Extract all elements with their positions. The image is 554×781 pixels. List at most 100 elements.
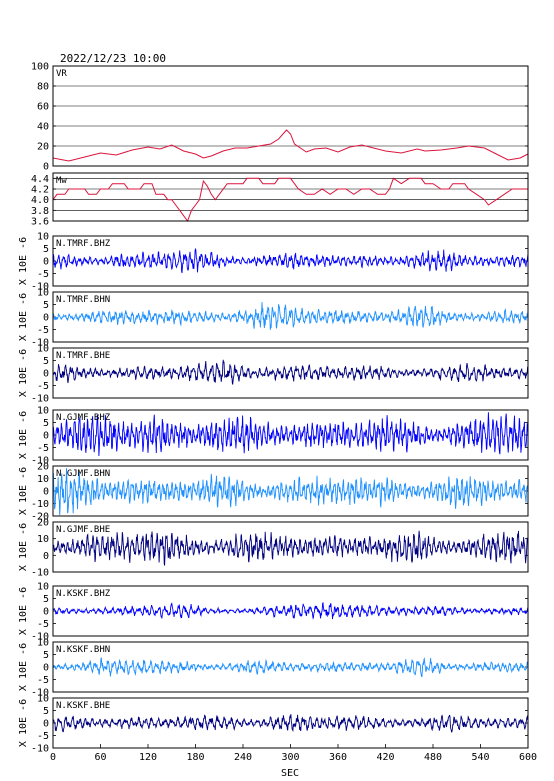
y-tick-label: 10 [37, 582, 49, 593]
y-axis-unit: X 10E -6 [18, 349, 29, 397]
y-tick-label: 4.0 [31, 195, 49, 206]
panel-label: VR [56, 69, 67, 79]
y-tick-label: -10 [31, 282, 49, 293]
trace-n-tmrf-bhe [52, 359, 529, 385]
trace-n-tmrf-bhz [52, 248, 529, 274]
y-tick-label: 5 [43, 300, 49, 311]
y-tick-label: 10 [37, 406, 49, 417]
y-tick-label: -5 [37, 443, 49, 454]
time-axis: X 10E -6 X 10E -6 X 10E -6 X 10E -6 X 10E -6… [18, 237, 537, 763]
trace-mw [52, 177, 528, 223]
y-tick-label: -10 [31, 568, 49, 579]
y-tick-label: -10 [31, 688, 49, 699]
x-tick-label: 240 [234, 752, 252, 763]
y-tick-label: 10 [37, 232, 49, 243]
y-tick-label: 0 [43, 431, 49, 442]
y-tick-label: 10 [37, 638, 49, 649]
y-axis-unit: X 10E -6 [18, 643, 29, 691]
y-axis-unit: X 10E -6 [18, 587, 29, 635]
y-tick-label: -10 [31, 456, 49, 467]
panel-label: N.KSKF.BHE [56, 701, 110, 711]
x-tick-label: 300 [281, 752, 299, 763]
y-tick-label: 5 [43, 650, 49, 661]
panel-frame [52, 172, 529, 222]
y-tick-label: 4.2 [31, 185, 49, 196]
x-tick-label: 60 [94, 752, 106, 763]
panel-frame [52, 65, 529, 167]
panel-n-tmrf-bhn: 105 0-5 -10 N.TMRF.BHN [31, 288, 529, 349]
panel-frame [52, 465, 529, 517]
trace-n-gjmf-bhe [52, 530, 529, 566]
y-tick-label: 0 [43, 257, 49, 268]
panel-n-kskf-bhz: 105 0-5 -10 N.KSKF.BHZ [31, 582, 529, 643]
figure-title: 2022/12/23 10:00 [60, 52, 166, 65]
x-tick-label: 540 [471, 752, 489, 763]
y-axis-unit: X 10E -6 [18, 411, 29, 459]
y-tick-label: 0 [43, 551, 49, 562]
trace-n-gjmf-bhz [52, 412, 529, 457]
trace-n-gjmf-bhn [52, 468, 529, 516]
panel-label: N.KSKF.BHN [56, 645, 110, 655]
y-tick-label: -10 [31, 338, 49, 349]
panels: 100806040200VR4.44.24.03.83.6Mw1050-5-10… [31, 62, 529, 755]
y-tick-label: 0 [43, 369, 49, 380]
panel-frame [52, 697, 529, 749]
y-tick-label: -5 [37, 325, 49, 336]
y-tick-label: 0 [43, 313, 49, 324]
panel-frame [52, 409, 529, 461]
y-tick-label: 3.6 [31, 217, 49, 228]
y-tick-label: 5 [43, 706, 49, 717]
x-tick-label: 0 [50, 752, 56, 763]
y-tick-label: 40 [37, 122, 49, 133]
y-tick-label: -10 [31, 744, 49, 755]
x-tick-label: 120 [139, 752, 157, 763]
trace-n-kskf-bhz [52, 601, 529, 620]
panel-label: N.GJMF.BHZ [56, 413, 111, 423]
y-tick-label: -10 [31, 394, 49, 405]
panel-frame [52, 291, 529, 343]
y-axis-unit: X 10E -6 [18, 699, 29, 747]
y-tick-label: -5 [37, 675, 49, 686]
panel-frame [52, 585, 529, 637]
panel-label: N.GJMF.BHN [56, 469, 110, 479]
panel-frame [52, 641, 529, 693]
y-tick-label: -5 [37, 269, 49, 280]
trace-n-kskf-bhn [52, 656, 529, 678]
x-tick-label: 600 [519, 752, 537, 763]
y-tick-label: 100 [31, 62, 49, 73]
panel-label: N.GJMF.BHE [56, 525, 110, 535]
y-tick-label: -10 [31, 632, 49, 643]
panel-n-kskf-bhe: 105 0-5 -10 N.KSKF.BHE [31, 694, 529, 755]
y-axis-unit: X 10E -6 [18, 237, 29, 285]
x-tick-label: 480 [424, 752, 442, 763]
x-axis-unit: SEC [281, 768, 299, 779]
y-tick-label: -5 [37, 731, 49, 742]
panel-label: N.TMRF.BHZ [56, 239, 111, 249]
y-tick-label: 60 [37, 102, 49, 113]
y-tick-label: 10 [37, 534, 49, 545]
y-axis-unit: X 10E -6 [18, 467, 29, 515]
x-tick-label: 180 [186, 752, 204, 763]
y-tick-label: 5 [43, 418, 49, 429]
panel-label: N.KSKF.BHZ [56, 589, 111, 599]
trace-n-kskf-bhe [52, 714, 529, 733]
panel-frame [52, 347, 529, 399]
panel-n-gjmf-bhe: 20 10 0 -10 N.GJMF.BHE [31, 518, 529, 579]
y-axis-unit: X 10E -6 [18, 523, 29, 571]
trace-n-tmrf-bhn [52, 302, 529, 330]
panel-mw: 4.44.24.03.83.6 Mw [31, 172, 529, 228]
panel-n-tmrf-bhz: 105 0-5 -10 N.TMRF.BHZ [31, 232, 529, 293]
trace-vr [52, 129, 529, 162]
panel-n-kskf-bhn: 105 0-5 -10 N.KSKF.BHN [31, 638, 529, 699]
y-tick-label: -10 [31, 499, 49, 510]
y-tick-label: 4.4 [31, 174, 49, 185]
y-tick-label: 3.8 [31, 206, 49, 217]
x-tick-label: 420 [376, 752, 394, 763]
y-tick-label: 10 [37, 344, 49, 355]
y-tick-label: 10 [37, 694, 49, 705]
y-tick-label: 20 [37, 462, 49, 473]
x-tick-label: 360 [329, 752, 347, 763]
panel-vr: 100 80 60 40 20 0 VR [31, 62, 529, 173]
